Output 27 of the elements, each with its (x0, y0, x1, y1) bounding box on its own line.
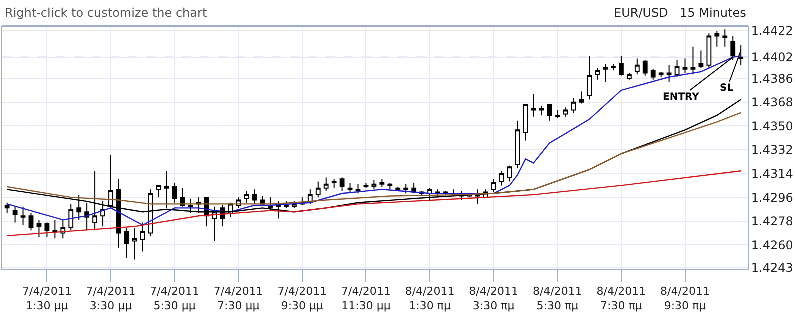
y-tick-label: 1.4314 (751, 166, 794, 181)
x-tick-label: 7/4/2011 5:30 μμ (150, 285, 200, 312)
x-tick-label: 8/4/2011 3:30 πμ (469, 285, 519, 312)
x-tick-label: 7/4/2011 9:30 μμ (278, 285, 328, 312)
x-tick-label: 8/4/2011 9:30 πμ (660, 285, 710, 312)
y-tick-label: 1.4296 (751, 190, 794, 205)
chart-subtitle: 15 Minutes (680, 6, 746, 20)
text: Right-click to customize the chart (5, 6, 208, 20)
y-tick-label: 1.4422 (751, 24, 794, 38)
x-tick-label: 7/4/2011 1:30 μμ (22, 285, 72, 312)
y-tick-label: 1.4368 (751, 96, 794, 110)
y-tick-label: 1.4260 (751, 238, 794, 252)
y-tick-label: 1.4278 (751, 214, 794, 229)
x-tick-label: 7/4/2011 11:30 μμ (342, 285, 391, 312)
chart-title: EUR/USD (614, 6, 668, 20)
x-tick-label: 8/4/2011 1:30 πμ (405, 285, 455, 312)
y-tick-label: 1.4402 (751, 50, 794, 65)
x-tick-label: 8/4/2011 7:30 πμ (596, 285, 646, 312)
annotation: SL (720, 83, 734, 94)
x-tick-label: 7/4/2011 3:30 μμ (86, 285, 136, 312)
y-tick-label: 1.4350 (751, 119, 794, 134)
y-tick-label: 1.4243 (751, 260, 794, 275)
y-tick-label: 1.4332 (751, 143, 794, 158)
y-tick-label: 1.4386 (751, 72, 794, 86)
x-tick-label: 7/4/2011 7:30 μμ (214, 285, 264, 312)
x-tick-label: 8/4/2011 5:30 πμ (532, 285, 582, 312)
annotation: ENTRY (663, 92, 700, 103)
